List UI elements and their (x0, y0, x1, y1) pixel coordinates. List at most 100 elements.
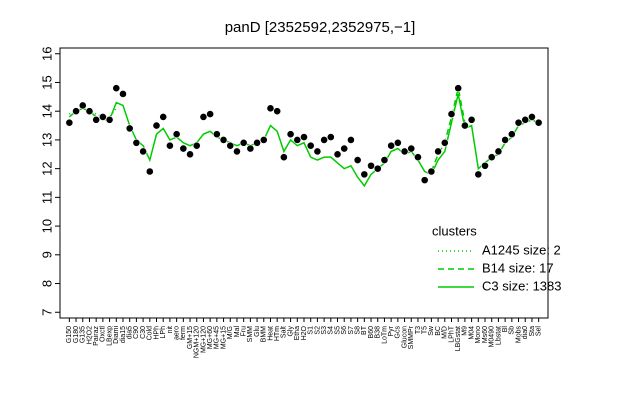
plot-frame (59, 47, 549, 319)
x-tick-label: M04 (468, 326, 475, 340)
x-tick-label: M/G (227, 326, 234, 339)
data-point (206, 110, 215, 118)
data-point (72, 107, 80, 116)
data-point (259, 136, 268, 144)
data-point (340, 144, 349, 153)
data-point (393, 138, 402, 147)
x-tick-label: Sb (509, 326, 516, 335)
x-tick-label: H2O2 (86, 326, 93, 344)
data-point (219, 136, 228, 144)
x-tick-label: G135 (80, 326, 87, 343)
data-point (387, 141, 396, 150)
data-point (279, 153, 288, 162)
data-point (367, 161, 375, 170)
x-tick-label: S2 (314, 326, 321, 335)
x-tick-label: LPh (160, 326, 167, 339)
x-tick-label: G180 (73, 326, 80, 343)
data-point (300, 133, 308, 141)
x-tick-label: Sw (428, 325, 435, 336)
x-tick-label: GM+15 (187, 326, 194, 349)
x-tick-label: B38 (375, 326, 382, 339)
data-point (494, 147, 503, 156)
x-tick-label: SMMPr (408, 325, 415, 349)
x-tick-label: M9 (462, 326, 469, 336)
x-tick-label: T3 (415, 326, 422, 334)
series-line (68, 93, 539, 188)
data-point (347, 136, 355, 144)
x-tick-label: dia5 (127, 326, 134, 339)
data-point (192, 141, 201, 150)
x-tick-label: Mono (475, 326, 482, 344)
x-tick-label: LoTm (381, 326, 388, 344)
x-tick-label: Heat (267, 326, 274, 341)
y-tick-label: 8 (39, 280, 54, 287)
data-point (407, 144, 416, 153)
data-point (105, 115, 114, 124)
data-point (434, 147, 442, 156)
chart-title: panD [2352592,2352975,−1] (225, 19, 416, 36)
x-tick-label: aero (173, 326, 180, 340)
data-point (132, 138, 141, 147)
x-tick-label: BT (361, 325, 368, 335)
data-point (501, 136, 510, 144)
x-tick-label: Gly (287, 326, 294, 337)
x-tick-label: Etha (294, 326, 301, 341)
data-point (420, 176, 429, 185)
data-point (145, 167, 154, 176)
data-point (447, 110, 456, 118)
x-tick-label: Bl (502, 326, 509, 333)
data-point (186, 150, 194, 159)
x-tick-label: BC (435, 326, 442, 336)
data-point (373, 164, 382, 173)
data-point (233, 147, 241, 156)
data-point (65, 118, 74, 127)
data-point (481, 161, 489, 170)
x-tick-label: G150 (66, 326, 73, 343)
data-point (461, 121, 469, 130)
x-tick-label: LBexp (106, 326, 113, 346)
x-tick-label: MG+45 (214, 326, 221, 349)
x-tick-label: dia0 (522, 326, 529, 339)
x-tick-label: H2O (301, 325, 308, 340)
x-tick-label: Oxctl (100, 326, 107, 342)
data-point (152, 121, 161, 130)
x-tick-label: Lbstat (495, 326, 502, 345)
legend-label: C3 size: 1383 (482, 278, 562, 293)
data-point (454, 84, 463, 93)
data-point (179, 144, 188, 153)
x-tick-label: C90 (133, 326, 140, 339)
x-tick-label: C30 (140, 326, 147, 339)
data-point (112, 84, 121, 93)
data-point (360, 170, 369, 179)
data-point (85, 107, 94, 116)
legend-label: A1245 size: 2 (482, 242, 561, 257)
data-point (159, 113, 168, 121)
x-tick-label: HPh (153, 326, 160, 340)
data-point (212, 130, 221, 139)
data-point (487, 153, 496, 162)
x-tick-label: Glu (254, 326, 261, 337)
x-tick-label: S5 (334, 326, 341, 335)
x-tick-label: LPhT (448, 325, 455, 342)
data-point (467, 115, 476, 124)
x-tick-label: MG+120 (200, 326, 207, 353)
data-point (320, 136, 329, 144)
x-tick-label: NGM+120 (194, 326, 201, 358)
data-point (239, 138, 248, 147)
data-point (166, 141, 174, 150)
x-tick-label: S4 (328, 326, 335, 335)
data-point (521, 115, 530, 124)
legend-label: B14 size: 17 (482, 260, 554, 275)
x-tick-label: Fru (241, 326, 248, 337)
data-point (400, 147, 409, 156)
x-tick-label: BMM (261, 326, 268, 343)
y-tick-label: 11 (39, 191, 54, 205)
data-point (246, 144, 255, 153)
data-point (125, 124, 134, 133)
x-tick-label: Pyr (388, 325, 395, 336)
data-point (353, 156, 362, 164)
data-point (440, 138, 449, 147)
data-point (226, 141, 235, 150)
x-tick-label: dia15 (120, 326, 127, 343)
x-tick-label: Mal (234, 326, 241, 338)
